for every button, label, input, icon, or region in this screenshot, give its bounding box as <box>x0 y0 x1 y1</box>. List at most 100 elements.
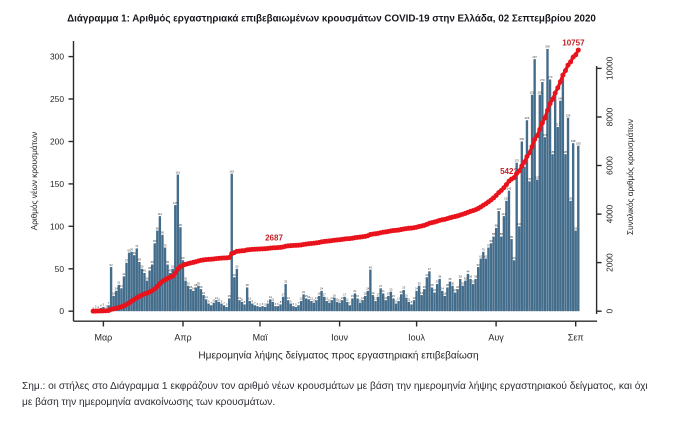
svg-text:5: 5 <box>264 303 266 307</box>
svg-text:13: 13 <box>384 296 388 300</box>
svg-text:28: 28 <box>194 283 198 287</box>
svg-text:26: 26 <box>189 285 193 289</box>
svg-text:30: 30 <box>461 281 465 285</box>
svg-text:18: 18 <box>387 292 391 296</box>
svg-text:Μαρ: Μαρ <box>94 332 112 342</box>
svg-text:55: 55 <box>151 260 155 264</box>
svg-text:27: 27 <box>379 284 383 288</box>
svg-text:198: 198 <box>571 139 576 143</box>
svg-text:24: 24 <box>366 287 370 291</box>
svg-text:88: 88 <box>492 232 496 236</box>
svg-text:16: 16 <box>405 293 409 297</box>
svg-text:58: 58 <box>138 258 142 262</box>
svg-text:38: 38 <box>469 275 473 279</box>
svg-text:7: 7 <box>210 301 212 305</box>
svg-text:32: 32 <box>284 280 288 284</box>
svg-text:15: 15 <box>228 294 232 298</box>
svg-text:2687: 2687 <box>265 233 283 242</box>
svg-text:36: 36 <box>464 276 468 280</box>
svg-text:8: 8 <box>244 300 246 304</box>
svg-text:6000: 6000 <box>605 156 615 175</box>
svg-text:13: 13 <box>330 296 334 300</box>
svg-text:10: 10 <box>328 298 332 302</box>
svg-text:12: 12 <box>310 297 314 301</box>
svg-text:28: 28 <box>246 283 250 287</box>
svg-text:Απρ: Απρ <box>174 332 191 342</box>
svg-text:44: 44 <box>466 270 470 274</box>
svg-text:35: 35 <box>448 277 452 281</box>
svg-text:2: 2 <box>97 305 99 309</box>
svg-text:6: 6 <box>257 302 259 306</box>
svg-text:8: 8 <box>280 300 282 304</box>
svg-text:80: 80 <box>153 239 157 243</box>
svg-text:52: 52 <box>110 263 114 267</box>
svg-text:14: 14 <box>269 295 273 299</box>
svg-text:Μαϊ: Μαϊ <box>253 332 269 342</box>
svg-text:14: 14 <box>205 295 209 299</box>
svg-text:38: 38 <box>459 275 463 279</box>
svg-text:13: 13 <box>315 296 319 300</box>
svg-text:17: 17 <box>323 292 327 296</box>
svg-text:50: 50 <box>55 264 65 274</box>
svg-text:24: 24 <box>192 287 196 291</box>
svg-text:10: 10 <box>212 298 216 302</box>
svg-text:5421: 5421 <box>500 167 518 176</box>
svg-text:99: 99 <box>179 223 183 227</box>
svg-text:228: 228 <box>566 113 571 117</box>
svg-text:18: 18 <box>317 292 321 296</box>
svg-text:9: 9 <box>395 299 397 303</box>
svg-text:0: 0 <box>605 309 615 314</box>
svg-text:12: 12 <box>374 297 378 301</box>
svg-text:57: 57 <box>125 259 129 263</box>
svg-text:18: 18 <box>443 292 447 296</box>
svg-text:95: 95 <box>574 226 578 230</box>
svg-text:13: 13 <box>287 296 291 300</box>
svg-text:12: 12 <box>248 297 252 301</box>
svg-text:255: 255 <box>530 90 535 94</box>
svg-text:9: 9 <box>221 299 223 303</box>
svg-text:7: 7 <box>223 301 225 305</box>
svg-text:118: 118 <box>496 207 501 211</box>
svg-text:4: 4 <box>100 304 102 308</box>
svg-text:21: 21 <box>382 289 386 293</box>
svg-text:40: 40 <box>425 273 429 277</box>
svg-text:17: 17 <box>377 292 381 296</box>
svg-text:19: 19 <box>202 291 206 295</box>
svg-text:13: 13 <box>341 296 345 300</box>
svg-text:62: 62 <box>484 254 488 258</box>
svg-text:130: 130 <box>568 197 573 201</box>
svg-text:12: 12 <box>325 297 329 301</box>
svg-text:20: 20 <box>302 290 306 294</box>
svg-text:69: 69 <box>128 248 132 252</box>
svg-text:7: 7 <box>254 301 256 305</box>
svg-text:Αριθμός νέων κρουσμάτων: Αριθμός νέων κρουσμάτων <box>30 132 39 230</box>
svg-text:21: 21 <box>353 289 357 293</box>
svg-text:162: 162 <box>229 169 234 173</box>
svg-text:66: 66 <box>133 251 137 255</box>
svg-text:185: 185 <box>563 150 568 154</box>
svg-text:175: 175 <box>514 158 519 162</box>
svg-text:11: 11 <box>407 298 410 302</box>
svg-text:5: 5 <box>226 303 228 307</box>
svg-text:6: 6 <box>277 302 279 306</box>
svg-text:205: 205 <box>543 133 548 137</box>
svg-text:273: 273 <box>548 75 553 79</box>
svg-text:9: 9 <box>267 299 269 303</box>
svg-text:130: 130 <box>504 197 509 201</box>
svg-text:125: 125 <box>173 201 178 205</box>
svg-text:98: 98 <box>495 224 499 228</box>
svg-text:30: 30 <box>197 281 201 285</box>
svg-text:31: 31 <box>117 281 121 285</box>
svg-text:47: 47 <box>428 267 432 271</box>
svg-text:15: 15 <box>351 294 355 298</box>
svg-text:74: 74 <box>135 244 139 248</box>
svg-text:Σεπ: Σεπ <box>568 332 584 342</box>
svg-text:309: 309 <box>545 45 550 49</box>
svg-text:Διάγραμμα 1: Αριθμός εργαστηρι: Διάγραμμα 1: Αριθμός εργαστηριακά επιβεβ… <box>67 13 596 24</box>
svg-text:75: 75 <box>163 243 167 247</box>
svg-text:38: 38 <box>438 275 442 279</box>
svg-text:142: 142 <box>507 186 512 190</box>
svg-text:19: 19 <box>420 291 424 295</box>
svg-text:4000: 4000 <box>605 204 615 223</box>
svg-text:90: 90 <box>161 231 165 235</box>
